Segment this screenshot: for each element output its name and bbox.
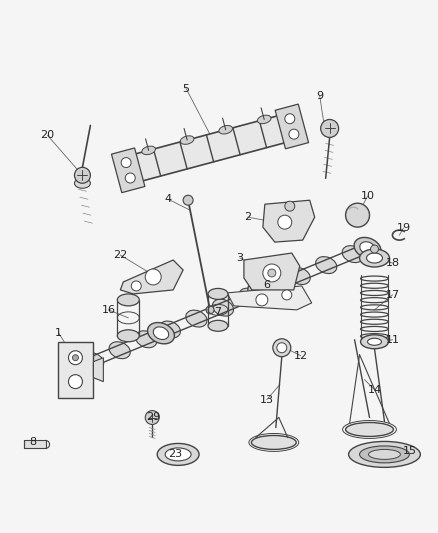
Polygon shape: [275, 104, 309, 149]
Ellipse shape: [82, 353, 104, 369]
Ellipse shape: [153, 327, 169, 340]
Text: 29: 29: [146, 411, 160, 422]
Ellipse shape: [186, 310, 207, 327]
Polygon shape: [244, 253, 300, 290]
Text: 11: 11: [385, 335, 399, 345]
Ellipse shape: [208, 320, 228, 332]
Ellipse shape: [368, 449, 400, 459]
Text: 9: 9: [316, 91, 323, 101]
Circle shape: [68, 375, 82, 389]
Bar: [57, 342, 93, 398]
Ellipse shape: [148, 322, 174, 344]
Bar: [24, 440, 46, 448]
Text: 2: 2: [244, 212, 251, 222]
Text: 13: 13: [260, 394, 274, 405]
Circle shape: [285, 114, 295, 124]
Ellipse shape: [180, 136, 194, 144]
Polygon shape: [93, 358, 103, 382]
Ellipse shape: [59, 359, 86, 381]
Circle shape: [289, 129, 299, 139]
Text: 23: 23: [168, 449, 182, 459]
Ellipse shape: [254, 286, 269, 298]
Text: 19: 19: [396, 223, 410, 233]
Polygon shape: [120, 260, 183, 294]
Ellipse shape: [117, 294, 139, 306]
Ellipse shape: [349, 441, 420, 467]
Text: 22: 22: [113, 250, 127, 260]
Ellipse shape: [289, 268, 310, 285]
Circle shape: [74, 167, 90, 183]
Ellipse shape: [159, 321, 180, 338]
Ellipse shape: [65, 364, 80, 376]
Circle shape: [278, 215, 292, 229]
Ellipse shape: [262, 279, 284, 295]
Circle shape: [131, 281, 141, 291]
Ellipse shape: [74, 178, 90, 188]
Circle shape: [273, 339, 291, 357]
Text: 4: 4: [165, 194, 172, 204]
Ellipse shape: [367, 338, 381, 345]
Text: 17: 17: [385, 290, 399, 300]
Circle shape: [346, 203, 370, 227]
Circle shape: [72, 355, 78, 361]
Ellipse shape: [346, 423, 393, 437]
Circle shape: [256, 294, 268, 306]
Circle shape: [125, 173, 135, 183]
Polygon shape: [227, 286, 312, 310]
Text: 3: 3: [237, 253, 244, 263]
Text: 18: 18: [385, 258, 399, 268]
Ellipse shape: [360, 242, 375, 254]
Ellipse shape: [208, 288, 228, 300]
Circle shape: [268, 269, 276, 277]
Ellipse shape: [354, 237, 381, 259]
Circle shape: [282, 290, 292, 300]
Circle shape: [371, 245, 378, 253]
Ellipse shape: [109, 342, 130, 359]
Ellipse shape: [248, 281, 275, 303]
Ellipse shape: [251, 435, 296, 449]
Circle shape: [145, 410, 159, 424]
Ellipse shape: [142, 146, 155, 155]
Ellipse shape: [360, 249, 389, 267]
Ellipse shape: [117, 330, 139, 342]
Ellipse shape: [360, 446, 410, 463]
Ellipse shape: [360, 335, 389, 349]
Circle shape: [285, 201, 295, 211]
Polygon shape: [263, 200, 314, 242]
Ellipse shape: [219, 125, 233, 134]
Text: 8: 8: [29, 438, 36, 447]
Polygon shape: [134, 116, 286, 181]
Polygon shape: [111, 148, 145, 192]
Circle shape: [121, 158, 131, 167]
Ellipse shape: [316, 256, 337, 273]
Ellipse shape: [342, 246, 364, 263]
Circle shape: [68, 351, 82, 365]
Ellipse shape: [367, 253, 382, 263]
Text: 20: 20: [40, 131, 55, 140]
Text: 6: 6: [263, 280, 270, 290]
Ellipse shape: [258, 115, 271, 124]
Ellipse shape: [157, 443, 199, 465]
Ellipse shape: [239, 288, 260, 305]
Text: 15: 15: [403, 447, 417, 456]
Ellipse shape: [212, 299, 233, 316]
Text: 1: 1: [55, 328, 62, 338]
Circle shape: [183, 195, 193, 205]
Text: 14: 14: [367, 385, 381, 394]
Text: 5: 5: [183, 84, 190, 94]
Circle shape: [321, 119, 339, 138]
Circle shape: [263, 264, 281, 282]
Text: 12: 12: [293, 351, 308, 361]
Text: 7: 7: [215, 307, 222, 317]
Ellipse shape: [136, 331, 157, 348]
Text: 16: 16: [101, 305, 115, 315]
Circle shape: [145, 269, 161, 285]
Text: 10: 10: [360, 191, 374, 201]
Circle shape: [206, 306, 214, 314]
Ellipse shape: [165, 448, 191, 461]
Circle shape: [277, 343, 287, 353]
